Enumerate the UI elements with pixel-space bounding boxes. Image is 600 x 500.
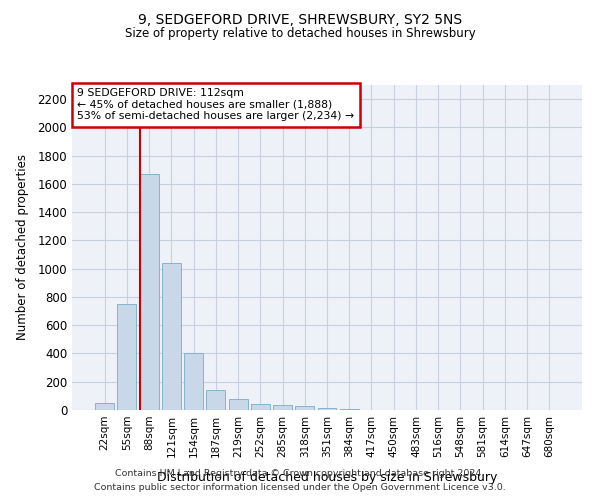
Text: Contains HM Land Registry data © Crown copyright and database right 2024.: Contains HM Land Registry data © Crown c… — [115, 468, 485, 477]
Bar — [184, 354, 203, 410]
Bar — [273, 405, 292, 410]
Text: 9, SEDGEFORD DRIVE, SHREWSBURY, SY2 5NS: 9, SEDGEFORD DRIVE, SHREWSBURY, SY2 5NS — [138, 12, 462, 26]
X-axis label: Distribution of detached houses by size in Shrewsbury: Distribution of detached houses by size … — [157, 471, 497, 484]
Bar — [317, 408, 337, 410]
Y-axis label: Number of detached properties: Number of detached properties — [16, 154, 29, 340]
Bar — [251, 404, 270, 410]
Bar — [295, 406, 314, 410]
Text: Contains public sector information licensed under the Open Government Licence v3: Contains public sector information licen… — [94, 484, 506, 492]
Bar — [162, 263, 181, 410]
Text: 9 SEDGEFORD DRIVE: 112sqm
← 45% of detached houses are smaller (1,888)
53% of se: 9 SEDGEFORD DRIVE: 112sqm ← 45% of detac… — [77, 88, 354, 122]
Text: Size of property relative to detached houses in Shrewsbury: Size of property relative to detached ho… — [125, 28, 475, 40]
Bar — [118, 304, 136, 410]
Bar — [229, 400, 248, 410]
Bar — [140, 174, 158, 410]
Bar — [95, 403, 114, 410]
Bar — [206, 390, 225, 410]
